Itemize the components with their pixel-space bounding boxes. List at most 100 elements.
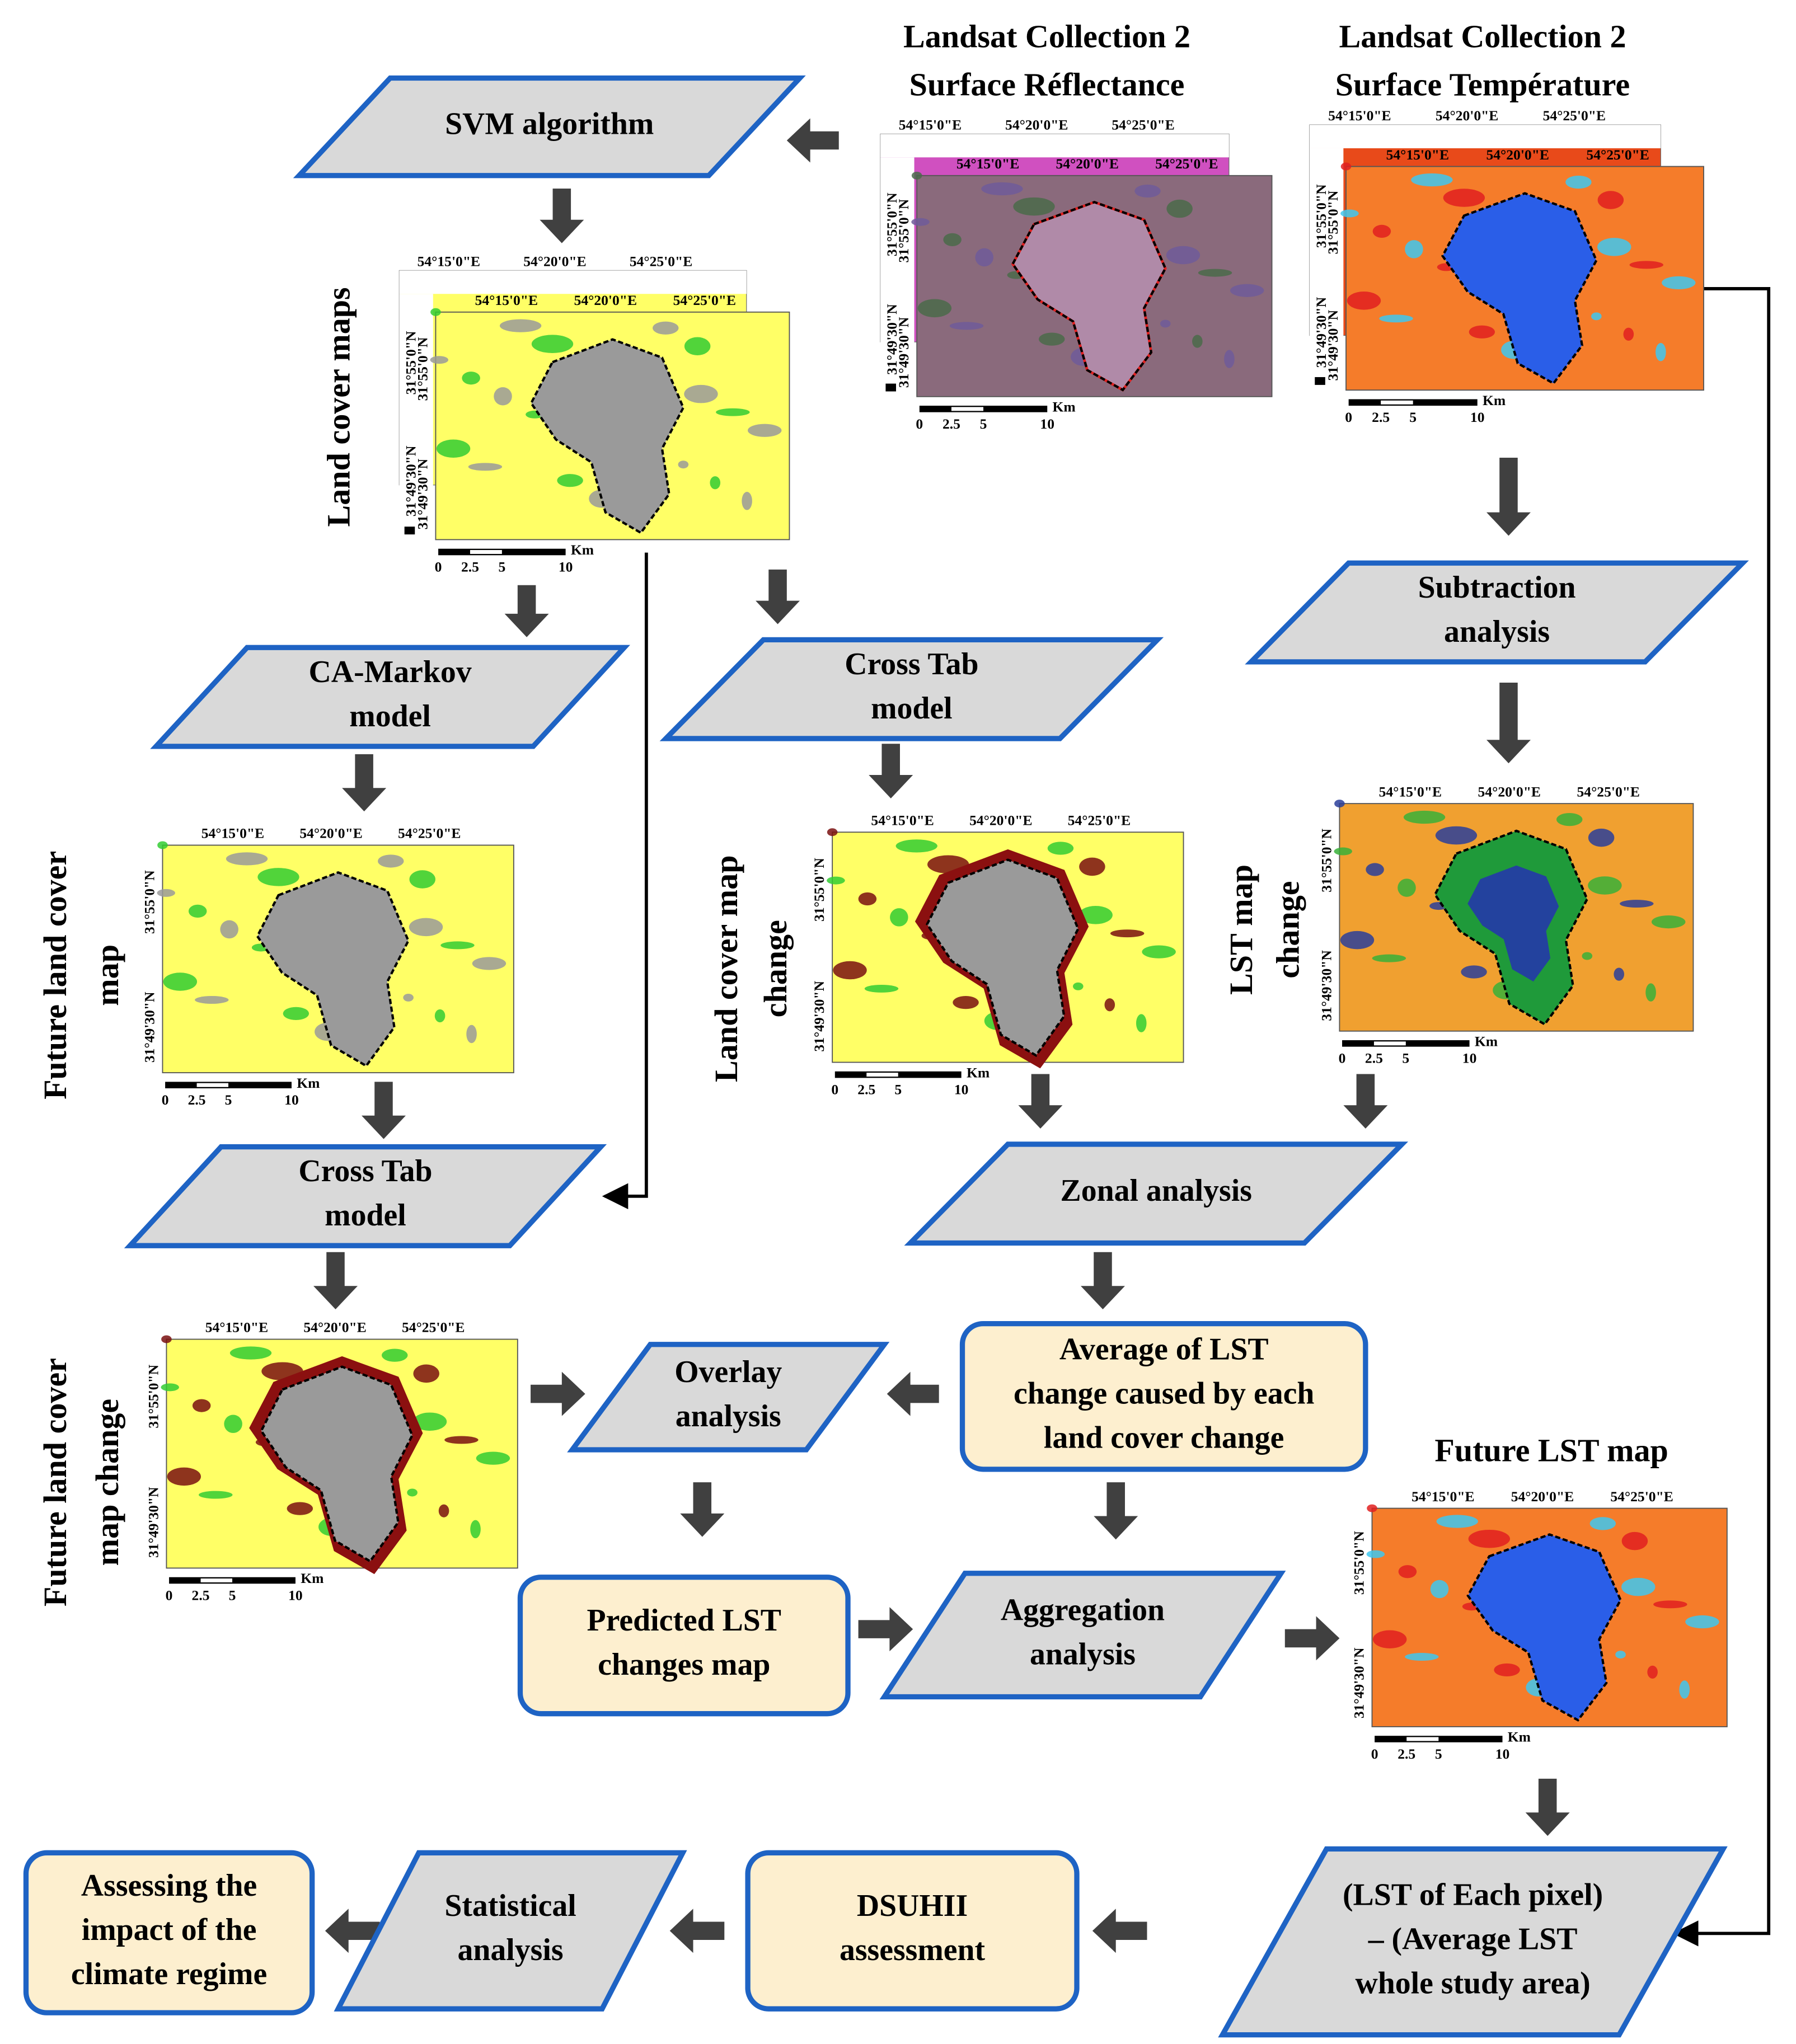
map-patch	[192, 1399, 211, 1412]
process-node	[567, 1342, 890, 1453]
map-patch	[1372, 1630, 1407, 1649]
lon-label: 54°25'0"E	[1610, 1488, 1673, 1505]
map-patch	[917, 299, 952, 318]
node-label: Aggregation	[1001, 1592, 1165, 1627]
map-patch	[1134, 184, 1161, 198]
lat-label: 31°49'30"N	[1318, 950, 1334, 1021]
lon-label: 54°20'0"E	[299, 825, 362, 842]
node-label-group: (LST of Each pixel) – (Average LST whole s…	[1343, 1877, 1603, 2000]
map-patch	[531, 335, 574, 353]
urban-area	[261, 1366, 412, 1562]
map-patch	[1224, 350, 1235, 368]
map-patch	[1405, 1653, 1439, 1661]
map-patch	[678, 461, 689, 469]
map-patch	[1079, 857, 1105, 876]
map-patch	[1443, 189, 1485, 207]
lon-label: 54°15'0"E	[418, 253, 480, 269]
arrow	[1486, 458, 1531, 536]
connector	[602, 552, 648, 1210]
urban-area	[257, 872, 409, 1066]
map-patch	[981, 182, 1023, 196]
urban-area	[927, 859, 1078, 1056]
lon-label: 54°15'0"E	[1386, 147, 1449, 163]
arrow	[342, 754, 387, 812]
scale-label: 0	[916, 416, 923, 432]
scale-bar	[919, 406, 1048, 412]
arrow	[313, 1252, 358, 1310]
scale-bar-segment	[196, 1083, 229, 1087]
map-patch	[1679, 1680, 1690, 1699]
map-patch	[1588, 876, 1622, 895]
map-patch	[472, 957, 507, 970]
map-patch	[1615, 1651, 1626, 1659]
scale-label: 10	[1470, 409, 1485, 425]
map-patch	[1160, 319, 1171, 328]
node-label: (LST of Each pixel)	[1343, 1877, 1603, 1912]
map-title: Landsat Collection 2	[903, 18, 1190, 54]
map-patch	[1656, 342, 1666, 361]
map-patch	[1340, 209, 1359, 218]
scale-label: 2.5	[192, 1587, 210, 1603]
map-patch	[1334, 800, 1345, 808]
arrow	[504, 585, 549, 637]
process-node	[334, 1850, 687, 2012]
scale-bar-segment	[200, 1578, 233, 1583]
side-label-group: Future land cover map change	[37, 1358, 125, 1606]
arrow	[786, 118, 839, 163]
scale-bar-segment	[951, 407, 984, 411]
scale-label: 2.5	[188, 1092, 206, 1108]
map-patch	[557, 474, 583, 487]
map-patch	[1142, 945, 1176, 958]
scale-bar-segment	[470, 550, 502, 554]
map-patch	[716, 408, 750, 416]
node-label: model	[349, 699, 431, 734]
scale-unit: Km	[297, 1075, 320, 1091]
node-label-group: Overlay analysis	[674, 1355, 782, 1434]
node-label: analysis	[1030, 1637, 1136, 1671]
urban-area	[1012, 202, 1166, 390]
output-node	[745, 1850, 1080, 2012]
map-patch	[1192, 335, 1203, 348]
scale-label: 10	[1040, 416, 1054, 432]
scale-label: 5	[229, 1587, 236, 1603]
map-patch	[167, 1467, 201, 1486]
node-label: analysis	[1444, 614, 1550, 649]
lat-label: 31°55'0"N	[1318, 828, 1334, 892]
study-boundary	[1011, 200, 1167, 392]
node-label-group: Subtraction analysis	[1418, 570, 1576, 649]
lon-label: 54°20'0"E	[1005, 116, 1068, 133]
output-node	[517, 1575, 851, 1717]
lon-label: 54°20'0"E	[574, 292, 637, 308]
map-title-group: Landsat Collection 2 Surface Réflectance	[903, 18, 1190, 102]
node-label: Cross Tab	[845, 647, 978, 682]
map-patch	[1334, 847, 1352, 856]
map-patch	[229, 1346, 272, 1360]
scale-bar	[1315, 377, 1325, 385]
map-patch	[1405, 240, 1423, 259]
map-patch	[1398, 878, 1416, 897]
lon-label: 54°20'0"E	[1056, 156, 1118, 172]
scale-label: 5	[980, 416, 987, 432]
node-label: changes map	[598, 1647, 770, 1682]
scale-label: 10	[1462, 1050, 1477, 1066]
map-patch	[1047, 842, 1074, 855]
arrow	[858, 1607, 913, 1652]
lat-label: 31°55'0"N	[145, 1364, 161, 1428]
side-label: Land cover map	[708, 855, 744, 1082]
scale-unit: Km	[1483, 392, 1506, 408]
map-patch	[1685, 1615, 1719, 1629]
map-patch	[1340, 931, 1375, 950]
scale-label: 0	[162, 1092, 169, 1108]
map-patch	[220, 920, 238, 939]
study-boundary	[1466, 1533, 1622, 1722]
map-patch	[1614, 967, 1624, 981]
urban-area	[531, 339, 683, 533]
map-patch	[1623, 327, 1634, 341]
process-node	[293, 75, 806, 178]
node-label: land cover change	[1044, 1421, 1284, 1455]
arrow	[1486, 683, 1531, 764]
map-title-group: Landsat Collection 2 Surface Température	[1335, 18, 1630, 102]
lon-label: 54°15'0"E	[1379, 783, 1442, 800]
map-patch	[1110, 929, 1145, 938]
node-label: DSUHII	[857, 1888, 968, 1923]
